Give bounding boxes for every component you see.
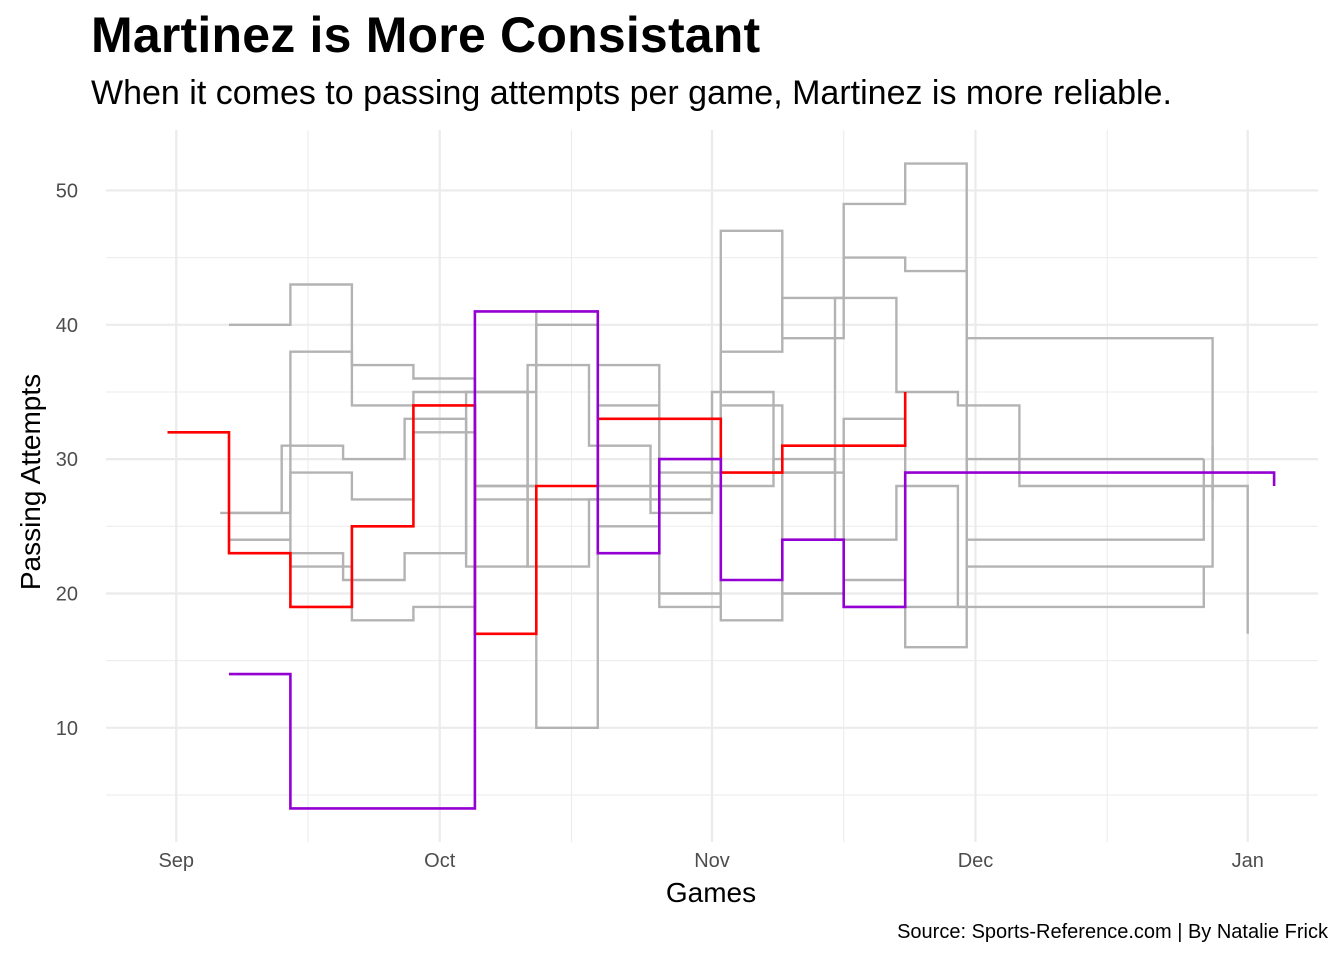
x-tick-label: Oct (424, 850, 456, 872)
y-tick-label: 40 (56, 315, 78, 337)
chart-subtitle: When it comes to passing attempts per ga… (91, 74, 1172, 112)
background-series-layer (220, 162, 1249, 729)
y-tick-label: 30 (56, 449, 78, 471)
y-tick-label: 20 (56, 583, 78, 605)
x-tick-label: Nov (694, 850, 730, 872)
background-series-line (281, 390, 1205, 609)
source-caption: Source: Sports-Reference.com | By Natali… (897, 921, 1328, 943)
x-axis-tick-labels: Sep Oct Nov Dec Jan (158, 850, 1263, 872)
y-tick-label: 50 (56, 180, 78, 202)
highlight-series-layer (167, 310, 1276, 810)
y-tick-label: 10 (56, 718, 78, 740)
y-axis-tick-labels: 10 20 30 40 50 (56, 180, 78, 739)
x-tick-label: Jan (1232, 850, 1264, 872)
highlight-series-line (229, 310, 1276, 810)
x-tick-label: Sep (158, 850, 194, 872)
y-axis-title: Passing Attempts (15, 374, 46, 590)
x-axis-title: Games (666, 877, 756, 908)
x-tick-label: Dec (958, 850, 994, 872)
background-series-line (229, 229, 1214, 595)
chart-title: Martinez is More Consistant (91, 7, 761, 63)
background-series-line (220, 296, 1249, 634)
background-series-line (229, 162, 1214, 500)
